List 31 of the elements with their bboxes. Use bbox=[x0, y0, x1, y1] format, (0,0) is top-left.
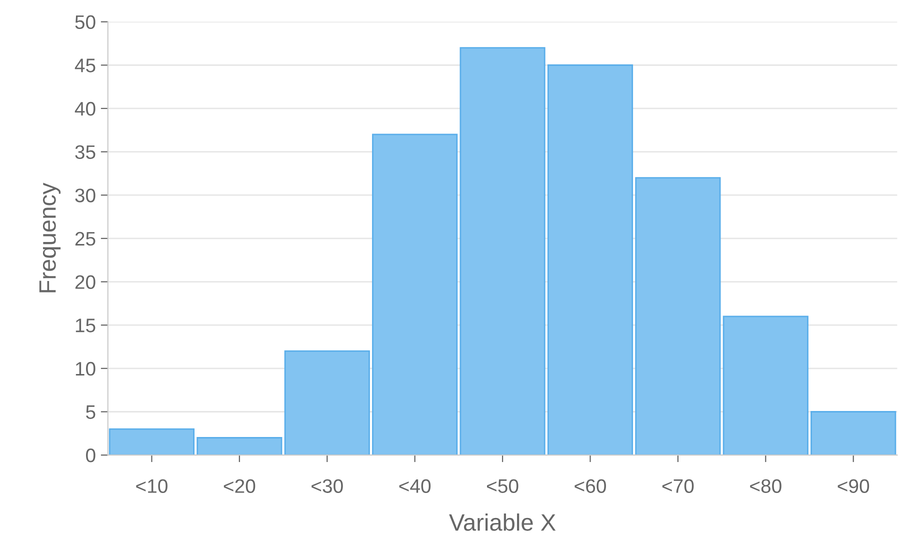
bar bbox=[460, 47, 546, 456]
y-tick-label: 45 bbox=[74, 58, 96, 72]
x-tick-label: <60 bbox=[574, 479, 606, 493]
bar bbox=[196, 437, 282, 456]
x-axis-title: Variable X bbox=[449, 513, 556, 531]
x-tick-label: <70 bbox=[662, 479, 694, 493]
x-tick-label: <10 bbox=[136, 479, 168, 493]
x-tick-label: <30 bbox=[312, 479, 343, 493]
bar bbox=[635, 177, 721, 456]
bar bbox=[284, 350, 370, 456]
x-tick-label: <40 bbox=[399, 479, 431, 493]
x-tick-label: <80 bbox=[750, 479, 782, 493]
y-tick-label: 0 bbox=[86, 448, 96, 462]
y-tick-label: 35 bbox=[75, 145, 96, 160]
bar bbox=[108, 428, 195, 456]
y-tick-label: 20 bbox=[75, 275, 96, 289]
bar bbox=[372, 134, 458, 456]
y-axis-title: Frequency bbox=[39, 182, 61, 292]
x-tick-label: <20 bbox=[224, 479, 256, 493]
x-tick-label: <90 bbox=[838, 479, 870, 493]
x-tick-label: <50 bbox=[487, 479, 518, 493]
y-tick-label: 10 bbox=[76, 362, 96, 376]
y-tick-label: 50 bbox=[75, 15, 96, 30]
bar bbox=[810, 411, 896, 456]
y-tick-label: 5 bbox=[86, 405, 96, 419]
bar bbox=[547, 64, 634, 456]
y-tick-label: 25 bbox=[75, 232, 96, 246]
y-tick-label: 15 bbox=[76, 318, 96, 332]
y-tick-label: 40 bbox=[74, 102, 96, 116]
y-tick-label: 30 bbox=[75, 188, 96, 202]
bar bbox=[722, 316, 808, 456]
